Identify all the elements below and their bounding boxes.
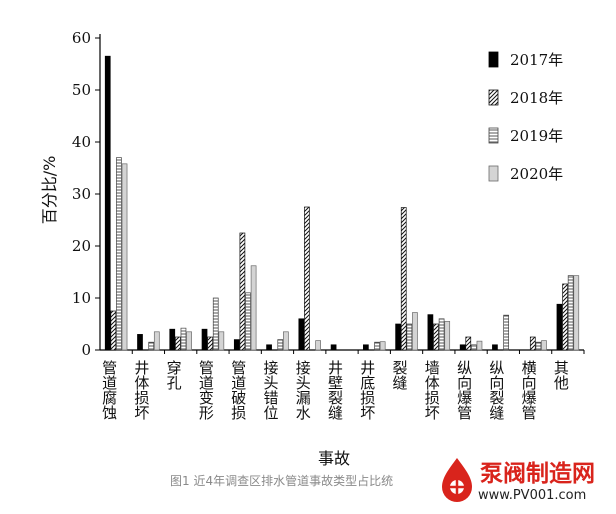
bar (137, 334, 143, 351)
bar (406, 323, 413, 351)
legend-swatch (488, 165, 499, 182)
category-label: 管道变形 (197, 360, 215, 420)
y-tick-label: 40 (72, 133, 91, 151)
bar (239, 232, 246, 351)
legend-swatch (488, 51, 499, 68)
watermark: 泵阀制造网 www.PV001.com (434, 450, 612, 512)
bar (250, 265, 257, 351)
bar (298, 318, 305, 351)
bar (175, 336, 181, 351)
bar (212, 297, 219, 351)
bar (186, 331, 192, 351)
axes (95, 34, 585, 354)
category-label: 横向爆管 (520, 360, 538, 420)
category-label: 井体损坏 (132, 360, 150, 420)
category-label: 纵向爆管 (455, 360, 473, 420)
category-label: 井壁裂缝 (326, 360, 344, 421)
bar (218, 331, 225, 351)
bar (573, 275, 580, 351)
bar (535, 341, 542, 351)
bar (104, 55, 111, 351)
category-label: 管道腐蚀 (100, 360, 118, 420)
legend-swatch (488, 127, 499, 144)
legend-label: 2018年 (510, 89, 563, 107)
category-labels: 管道腐蚀 井体损坏 穿孔 管道变形 管道破损 接头错位 接头漏水 井壁裂缝 井底损坏 裂缝 墙体损坏… (100, 360, 570, 421)
y-tick-label: 20 (72, 237, 91, 255)
bar (207, 336, 213, 351)
figure-caption: 图1 近4年调查区排水管道事故类型占比统 (170, 474, 394, 488)
bar (471, 344, 477, 351)
bar (465, 336, 472, 351)
bar (169, 328, 176, 351)
bar (148, 341, 155, 351)
bar (277, 339, 284, 351)
bar (556, 303, 563, 351)
bar (245, 292, 251, 351)
bar (412, 312, 418, 351)
legend-label: 2020年 (510, 165, 563, 183)
bar (459, 344, 466, 351)
category-label: 接头漏水 (294, 360, 312, 420)
bar (330, 344, 337, 351)
category-label: 裂缝 (391, 360, 409, 391)
y-tick-label: 60 (72, 29, 91, 47)
bar (233, 339, 240, 351)
bar (395, 323, 401, 351)
category-label: 其他 (552, 360, 570, 391)
bar (201, 328, 208, 351)
bar (153, 331, 160, 351)
bar (476, 340, 483, 351)
legend: 2017年 2018年 2019年 2020年 (488, 51, 563, 183)
category-label: 井底损坏 (358, 360, 376, 420)
bar (116, 157, 122, 351)
bar (374, 341, 380, 351)
bar (363, 344, 369, 351)
bar (283, 331, 289, 351)
y-tick-labels: 0 10 20 30 40 50 60 (72, 29, 91, 359)
bar (541, 340, 547, 351)
bar (503, 314, 509, 351)
y-tick-label: 50 (72, 81, 91, 99)
bar (315, 340, 321, 351)
bar (266, 344, 272, 351)
category-label: 墙体损坏 (423, 360, 441, 420)
bar (492, 344, 498, 351)
legend-label: 2019年 (510, 127, 563, 145)
category-label: 接头错位 (261, 360, 279, 420)
bar (562, 283, 568, 351)
category-label: 穿孔 (165, 360, 183, 391)
legend-label: 2017年 (510, 51, 563, 69)
bar (433, 323, 439, 351)
y-axis-title: 百分比/% (40, 156, 59, 225)
bar (438, 318, 445, 351)
y-tick-label: 30 (72, 185, 91, 203)
bar (379, 341, 386, 351)
bar (400, 207, 407, 351)
bar (567, 275, 574, 351)
bar (427, 314, 434, 351)
bar (110, 310, 117, 351)
y-tick-label: 10 (72, 289, 91, 307)
watermark-name: 泵阀制造网 (480, 461, 595, 487)
category-label: 纵向裂缝 (487, 360, 505, 421)
bar (444, 321, 451, 351)
x-axis-title: 事故 (318, 449, 350, 468)
pump-valve-logo-icon (442, 458, 472, 502)
watermark-url: www.PV001.com (478, 488, 587, 503)
bar (304, 206, 310, 351)
category-label: 管道破损 (229, 360, 247, 421)
bar (121, 163, 128, 351)
bars (104, 55, 580, 351)
bar (529, 336, 536, 351)
legend-swatch (488, 89, 499, 106)
y-tick-label: 0 (81, 341, 91, 359)
bar (180, 327, 187, 351)
